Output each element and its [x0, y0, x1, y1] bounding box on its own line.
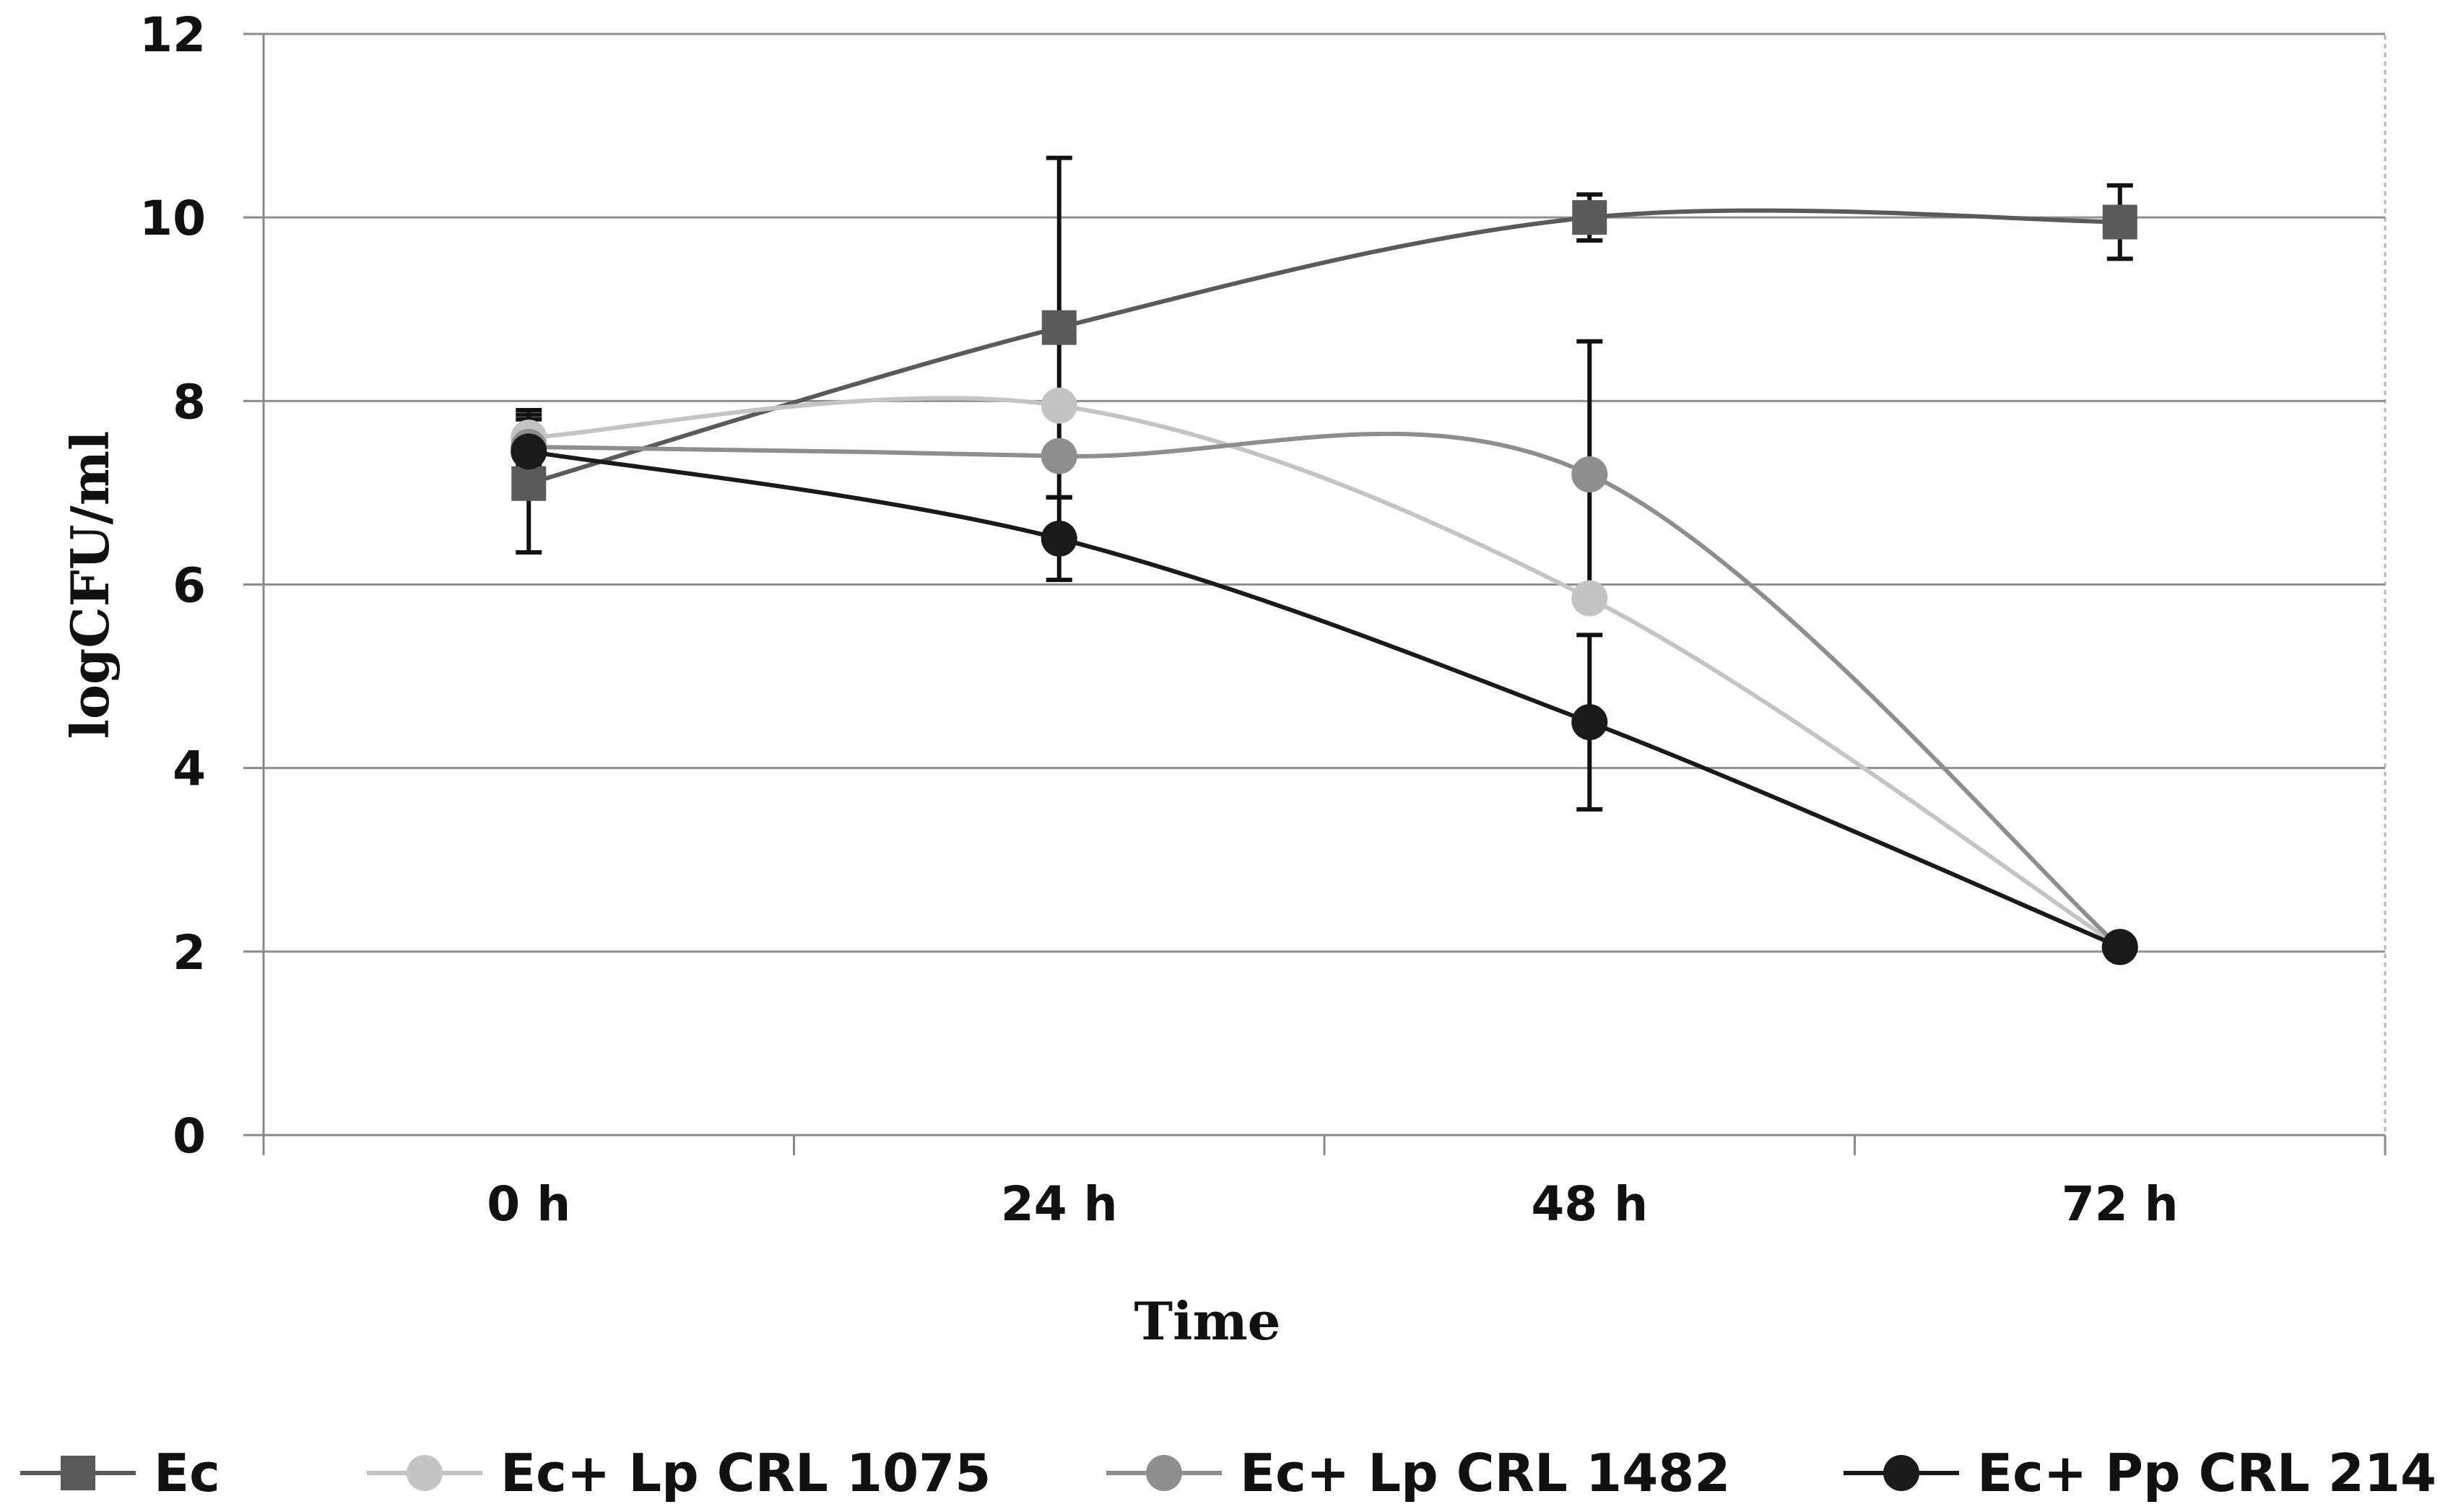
legend-label: Ec+ Lp CRL 1482: [1240, 1443, 1730, 1503]
y-axis-title: logCFU/ml: [59, 431, 121, 739]
data-point-circle: [511, 433, 547, 470]
x-axis-title: Time: [1134, 1290, 1281, 1352]
legend-marker: [1883, 1455, 1919, 1491]
y-tick-label: 4: [173, 742, 206, 797]
legend-label: Ec+ Lp CRL 1075: [500, 1443, 991, 1503]
data-point-square: [2102, 204, 2137, 240]
x-tick-label: 72 h: [2062, 1176, 2179, 1232]
data-point-circle: [1571, 704, 1608, 741]
data-point-circle: [2101, 929, 2138, 965]
y-tick-label: 6: [173, 558, 206, 614]
legend-item: Ec+ Pp CRL 2145: [1844, 1443, 2440, 1503]
legend-item: Ec+ Lp CRL 1075: [367, 1443, 991, 1503]
legend-marker: [61, 1456, 95, 1490]
axis-layer: 0 2 4 6 8 10 12 0 h 24 h 48 h 72 h: [139, 7, 2387, 1232]
legend-marker: [407, 1455, 443, 1491]
legend-label: Ec+ Pp CRL 2145: [1977, 1443, 2440, 1503]
x-tick-label: 24 h: [1001, 1176, 1118, 1232]
data-point-square: [511, 466, 547, 501]
legend-item: Ec+ Lp CRL 1482: [1106, 1443, 1730, 1503]
legend: Ec Ec+ Lp CRL 1075 Ec+ Lp CRL 1482 Ec+ Pp C…: [20, 1443, 2440, 1503]
x-tick-label: 48 h: [1531, 1176, 1648, 1232]
data-point-circle: [1041, 438, 1077, 474]
series-line: [529, 431, 2122, 949]
data-point-circle: [1041, 520, 1077, 557]
y-tick-label: 12: [139, 7, 206, 63]
legend-marker: [1146, 1455, 1182, 1491]
data-point-circle: [1571, 456, 1608, 492]
series-line: [529, 396, 2122, 949]
marker-group: [511, 200, 2138, 965]
y-tick-label: 2: [173, 925, 206, 981]
data-point-square: [1041, 310, 1077, 345]
series-line: [528, 208, 2120, 486]
data-point-circle: [1041, 387, 1077, 424]
y-tick-label: 10: [139, 191, 206, 246]
series-line-group: [528, 208, 2122, 950]
series-layer: [511, 155, 2138, 965]
legend-label: Ec: [154, 1443, 220, 1503]
x-tick-label: 0 h: [487, 1176, 570, 1232]
data-point-square: [1572, 200, 1607, 235]
y-tick-label: 0: [173, 1108, 206, 1164]
series-line: [528, 449, 2121, 950]
data-point-circle: [1571, 580, 1608, 617]
label-layer: Time logCFU/ml: [59, 431, 1280, 1352]
y-tick-label: 8: [173, 374, 206, 430]
legend-item: Ec: [20, 1443, 220, 1503]
grid-layer: [264, 32, 2387, 1135]
